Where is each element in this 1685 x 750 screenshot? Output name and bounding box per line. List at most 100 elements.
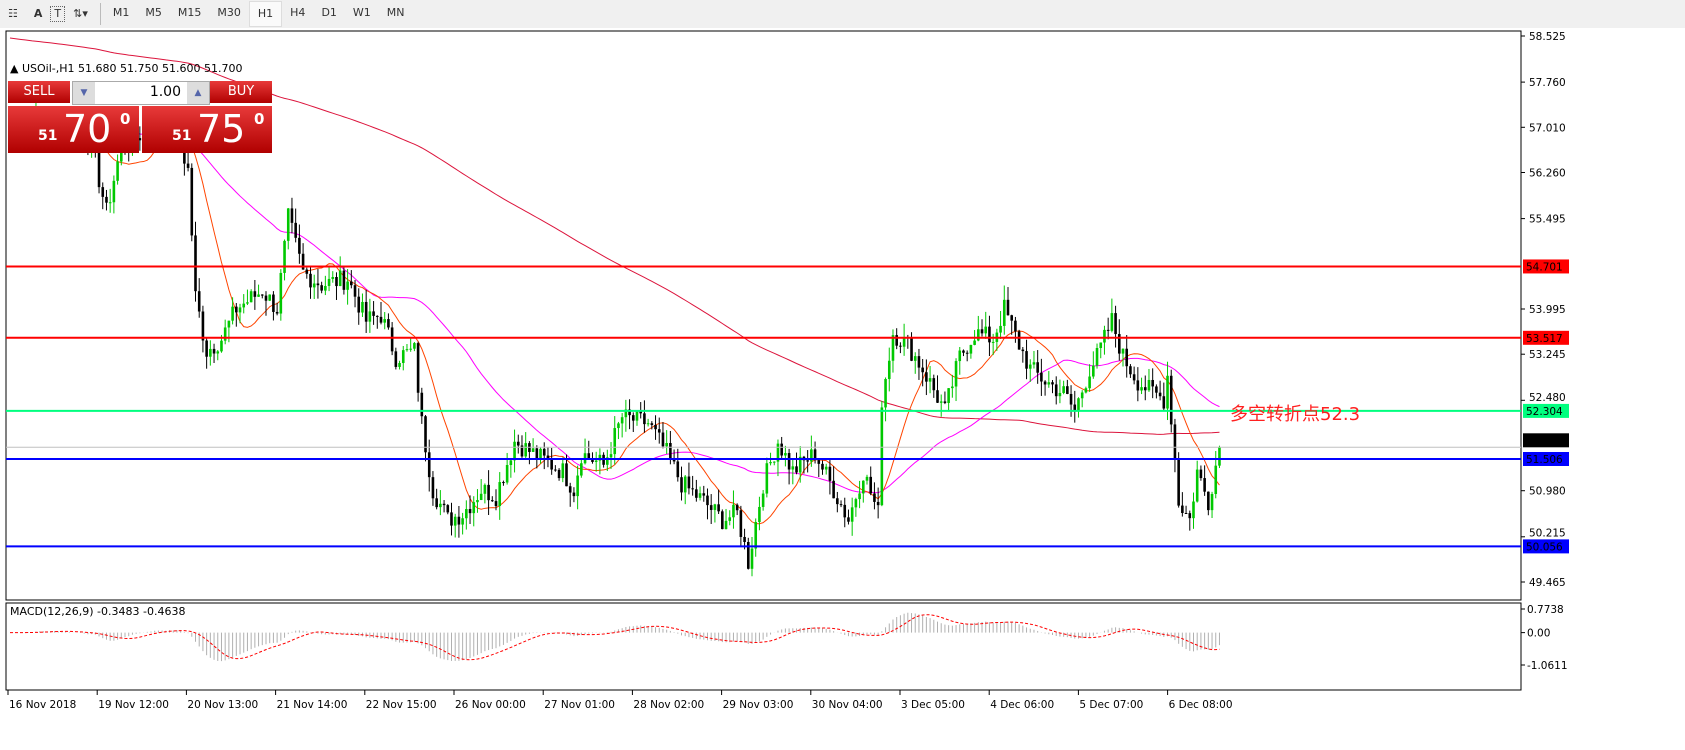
buy-price-button[interactable]: 51 75 0 <box>142 106 272 153</box>
candle-down <box>1173 424 1177 460</box>
candle-up <box>312 283 316 288</box>
collapse-triangle-icon[interactable]: ▲ <box>10 62 22 75</box>
candle-down <box>1136 380 1140 391</box>
candle-up <box>476 500 479 503</box>
candle-down <box>194 235 197 292</box>
candle-down <box>502 482 505 484</box>
price-tick-label: 57.010 <box>1529 122 1566 134</box>
candle-down <box>965 352 969 354</box>
candle-up <box>483 484 487 494</box>
candle-up <box>580 463 583 476</box>
candle-up <box>409 348 412 350</box>
candle-down <box>1106 329 1110 331</box>
candle-down <box>442 503 446 506</box>
candle-up <box>561 463 565 479</box>
candle-down <box>587 453 591 459</box>
time-tick-label: 29 Nov 03:00 <box>723 699 794 711</box>
candle-down <box>275 311 279 314</box>
candle-up <box>624 409 628 418</box>
timeframe-m1[interactable]: M1 <box>112 6 130 19</box>
candle-down <box>1129 366 1132 375</box>
candle-up <box>1147 379 1151 391</box>
candle-down <box>1069 393 1073 405</box>
candle-up <box>784 453 787 456</box>
buy-price-big: 51 <box>172 128 192 144</box>
candle-down <box>435 498 438 508</box>
candle-up <box>928 378 932 382</box>
timeframe-m30[interactable]: M30 <box>217 6 241 19</box>
candle-down <box>105 196 108 203</box>
chart-area[interactable]: 54.701 53.517 52.304 51.506 50.056 51.700 58.5… <box>0 28 1685 750</box>
time-tick-label: 30 Nov 04:00 <box>812 699 883 711</box>
candle-down <box>138 138 142 141</box>
candle-up <box>984 326 988 334</box>
timeframe-w1[interactable]: W1 <box>352 6 371 19</box>
candle-up <box>257 294 260 297</box>
candle-down <box>817 460 821 464</box>
candle-down <box>806 460 809 462</box>
price-tag <box>1523 539 1569 554</box>
candle-up <box>850 507 854 522</box>
timeframe-bar: M1 M5 M15 M30 H1 H4 D1 W1 MN <box>105 1 413 27</box>
candle-up <box>1192 501 1195 519</box>
candle-up <box>1092 365 1095 377</box>
grid-tool-icon[interactable]: ☷ <box>8 7 18 20</box>
text-label-tool-button[interactable]: T <box>50 6 66 22</box>
volume-stepper[interactable]: ▼ 1.00 ▲ <box>72 81 210 105</box>
buy-price-fraction: 0 <box>254 110 265 128</box>
candle-down <box>316 283 320 286</box>
price-chart[interactable]: 54.701 53.517 52.304 51.506 50.056 51.700 58.5… <box>0 28 1685 750</box>
candle-down <box>657 429 661 433</box>
candle-up <box>238 307 242 313</box>
sell-button[interactable]: SELL <box>8 81 70 103</box>
candle-down <box>691 488 694 490</box>
candle-up <box>1002 299 1006 326</box>
candle-up <box>750 548 754 569</box>
macd-label: MACD(12,26,9) -0.3483 -0.4638 <box>10 605 186 618</box>
candle-down <box>494 501 498 507</box>
sell-price-button[interactable]: 51 70 0 <box>8 106 139 153</box>
timeframe-h4[interactable]: H4 <box>290 6 306 19</box>
volume-down-icon[interactable]: ▼ <box>73 82 95 104</box>
price-tick-label: 55.495 <box>1529 214 1566 226</box>
volume-input[interactable]: 1.00 <box>149 84 181 100</box>
candle-down <box>446 505 450 513</box>
time-tick-label: 5 Dec 07:00 <box>1079 699 1143 711</box>
candle-down <box>272 294 275 312</box>
candle-down <box>424 416 427 453</box>
candle-up <box>769 462 772 464</box>
candle-up <box>939 401 943 403</box>
candle-down <box>828 466 832 481</box>
candle-down <box>639 410 642 414</box>
candle-up <box>824 466 828 470</box>
candle-down <box>932 378 936 391</box>
arrows-tool-icon[interactable]: ⇅▾ <box>73 7 88 20</box>
sell-price-pips: 70 <box>63 107 112 151</box>
candle-down <box>457 516 461 525</box>
candle-up <box>635 410 639 421</box>
time-tick-label: 16 Nov 2018 <box>9 699 76 711</box>
volume-up-icon[interactable]: ▲ <box>187 82 209 104</box>
buy-button[interactable]: BUY <box>210 81 272 103</box>
price-tick-label: 49.465 <box>1529 577 1566 589</box>
candle-down <box>739 510 743 537</box>
timeframe-h1[interactable]: H1 <box>248 1 283 27</box>
candle-down <box>1203 478 1206 492</box>
candle-down <box>899 345 902 347</box>
candle-up <box>1077 398 1080 411</box>
candle-down <box>235 306 238 313</box>
candle-down <box>516 441 520 446</box>
sell-price-fraction: 0 <box>120 110 131 128</box>
candle-up <box>991 341 995 343</box>
candle-up <box>1028 364 1032 369</box>
timeframe-mn[interactable]: MN <box>386 6 405 19</box>
text-tool-button[interactable]: A <box>33 7 43 20</box>
candle-up <box>108 202 112 204</box>
candle-down <box>706 495 709 506</box>
timeframe-m15[interactable]: M15 <box>177 6 202 19</box>
timeframe-m5[interactable]: M5 <box>145 6 162 19</box>
timeframe-d1[interactable]: D1 <box>321 6 337 19</box>
candle-down <box>1181 505 1184 514</box>
candle-up <box>973 340 976 345</box>
candle-up <box>220 340 223 352</box>
